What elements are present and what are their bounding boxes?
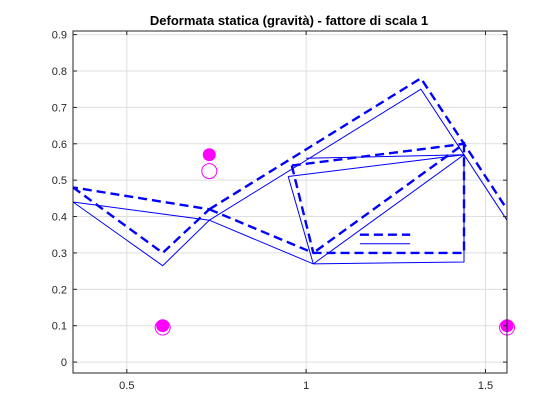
y-tick-label-1: 0.1 bbox=[52, 321, 67, 333]
series-dashed-segment-2 bbox=[290, 165, 315, 254]
series-solid-segment-4 bbox=[209, 88, 465, 221]
y-tick-label-7: 0.7 bbox=[52, 102, 67, 114]
series-solid-segment-0 bbox=[72, 201, 211, 267]
axes-box bbox=[72, 30, 508, 374]
y-tick-label-5: 0.5 bbox=[52, 175, 67, 187]
x-tick-label-1: 1 bbox=[303, 380, 309, 392]
support-marker-hollow-1 bbox=[201, 163, 218, 180]
support-marker-filled-0 bbox=[156, 319, 170, 333]
axes: 0.5 1 1.5 0 0.1 0.2 0.3 0.4 0.5 0.6 0.7 0.8 0.9 bbox=[52, 30, 508, 392]
x-tick-label-0: 0.5 bbox=[119, 380, 134, 392]
y-tick-label-2: 0.2 bbox=[52, 284, 67, 296]
grid bbox=[73, 31, 507, 373]
y-tick-label-8: 0.8 bbox=[52, 66, 67, 78]
y-tick-label-0: 0 bbox=[61, 357, 67, 369]
y-tick-label-3: 0.3 bbox=[52, 248, 67, 260]
series-dashed-segment-4 bbox=[208, 76, 466, 211]
series-solid-segment-2 bbox=[287, 176, 314, 265]
plot-area bbox=[73, 31, 507, 373]
series-layer bbox=[72, 76, 509, 267]
y-tick-label-6: 0.6 bbox=[52, 139, 67, 151]
y-tick-label-9: 0.9 bbox=[52, 30, 67, 42]
series-solid-segment-1 bbox=[209, 153, 465, 265]
series-solid bbox=[72, 88, 508, 267]
series-dashed-segment-0 bbox=[72, 186, 212, 255]
series-dashed bbox=[72, 76, 509, 255]
series-dashed-segment-1 bbox=[208, 141, 466, 255]
x-tick-label-2: 1.5 bbox=[478, 380, 493, 392]
y-tick-label-4: 0.4 bbox=[52, 212, 67, 224]
chart-title: Deformata statica (gravità) - fattore di… bbox=[150, 13, 428, 28]
support-marker-hollow-0 bbox=[154, 319, 171, 336]
series-solid-segment-5 bbox=[306, 154, 465, 159]
support-marker-filled-1 bbox=[202, 148, 216, 162]
